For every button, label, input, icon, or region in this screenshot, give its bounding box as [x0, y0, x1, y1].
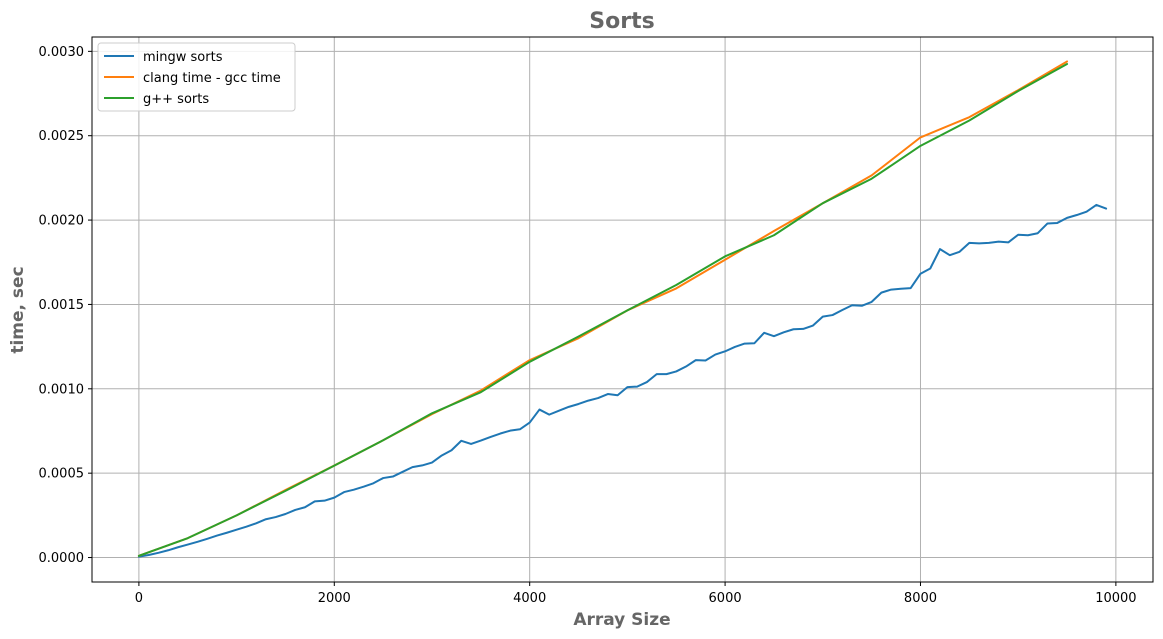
y-tick-label: 0.0025	[39, 129, 85, 144]
x-axis-ticks: 0 2000 4000 6000 8000 10000	[135, 582, 1137, 606]
x-tick-label: 10000	[1095, 591, 1136, 606]
y-axis-label: time, sec	[8, 266, 28, 353]
legend-label-mingw: mingw sorts	[143, 50, 223, 65]
grid	[92, 37, 1153, 582]
x-axis-label: Array Size	[573, 610, 670, 630]
y-axis-ticks: 0.0000 0.0005 0.0010 0.0015 0.0020 0.0025 0.00…	[39, 45, 92, 566]
y-tick-label: 0.0030	[39, 45, 85, 60]
y-tick-label: 0.0000	[39, 551, 85, 566]
series-layer	[137, 60, 1108, 558]
y-tick-label: 0.0010	[39, 382, 85, 397]
x-tick-label: 6000	[709, 591, 742, 606]
plot-frame	[91, 36, 1154, 583]
series-line-mingw-sorts	[137, 203, 1108, 558]
legend-label-clang: clang time - gcc time	[143, 71, 281, 86]
y-tick-label: 0.0015	[39, 298, 85, 313]
legend: mingw sorts clang time - gcc time g++ so…	[97, 42, 296, 112]
chart-title: Sorts	[589, 9, 654, 34]
legend-label-gpp: g++ sorts	[143, 92, 209, 107]
legend-box	[97, 42, 296, 112]
series-line-g-sorts	[137, 63, 1069, 557]
y-tick-label: 0.0020	[39, 214, 85, 229]
x-tick-label: 2000	[318, 591, 351, 606]
x-tick-label: 8000	[904, 591, 937, 606]
y-tick-label: 0.0005	[39, 467, 85, 482]
x-tick-label: 0	[135, 591, 143, 606]
x-tick-label: 4000	[513, 591, 546, 606]
